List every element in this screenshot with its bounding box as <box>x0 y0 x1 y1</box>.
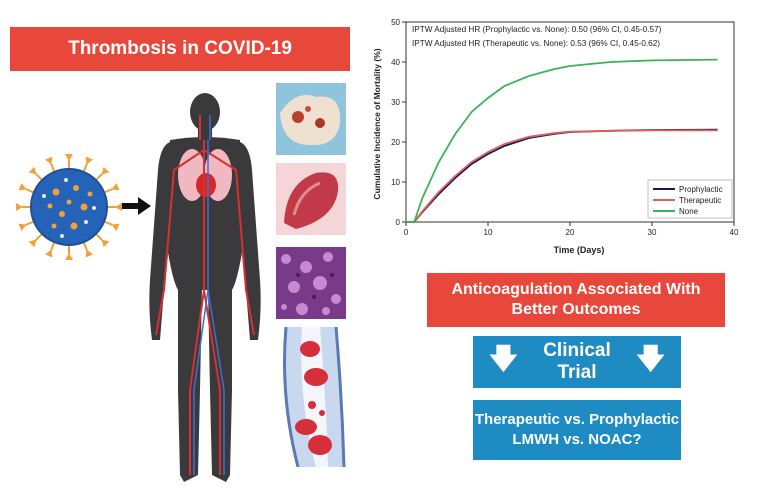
chart-x-tick-label: 40 <box>730 228 739 237</box>
chart-x-tick-label: 30 <box>648 228 657 237</box>
chart-x-tick-label: 0 <box>404 228 409 237</box>
question-box: Therapeutic vs. Prophylactic LMWH vs. NO… <box>473 400 681 460</box>
blood-vessel-clot-illustration <box>283 327 346 467</box>
chart-y-axis-label: Cumulative Incidence of Mortality (%) <box>372 48 382 199</box>
clinical-trial-box: 🡇 Clinical Trial 🡇 <box>473 336 681 388</box>
right-arrow-icon <box>122 197 151 215</box>
chart-legend: Prophylactic Therapeutic None <box>647 179 733 219</box>
clot-specimen-image <box>276 163 346 235</box>
virus-illustration <box>16 154 122 260</box>
chart-y-tick-label: 0 <box>396 218 401 227</box>
question-line-1: Therapeutic vs. Prophylactic <box>474 411 680 428</box>
down-arrow-icon: 🡇 <box>489 343 518 374</box>
chart-y-tick-label: 40 <box>391 58 400 67</box>
chart-annotation: IPTW Adjusted HR (Prophylactic vs. None)… <box>412 25 662 34</box>
chart-y-tick-label: 50 <box>391 18 400 27</box>
chart-legend-label: None <box>679 207 699 216</box>
microscopy-image <box>276 247 346 319</box>
chart-annotation: IPTW Adjusted HR (Therapeutic vs. None):… <box>412 39 660 48</box>
chart-y-tick-label: 20 <box>391 138 400 147</box>
chart-series-line-none <box>406 58 718 223</box>
chart-x-tick-label: 10 <box>484 228 493 237</box>
anticoagulation-line-2: Better Outcomes <box>511 301 641 318</box>
chart-series-line-therapeutic <box>406 129 718 223</box>
chart-x-axis-label: Time (Days) <box>554 245 605 255</box>
title-text: Thrombosis in COVID-19 <box>68 38 292 59</box>
clinical-trial-label: Clinical Trial <box>543 340 611 383</box>
title-banner: Thrombosis in COVID-19 <box>10 27 350 71</box>
chart-y-tick-label: 30 <box>391 98 400 107</box>
mortality-chart: 0 10 20 30 40 0 10 20 30 40 50 IPTW Adjusted HR (P… <box>372 18 739 255</box>
chart-x-tick-label: 20 <box>566 228 575 237</box>
human-body-illustration <box>149 93 261 482</box>
chart-legend-label: Prophylactic <box>679 185 723 194</box>
chart-legend-label: Therapeutic <box>679 196 721 205</box>
down-arrow-icon: 🡇 <box>636 343 665 374</box>
lung-histology-image <box>276 83 346 155</box>
question-line-2: LMWH vs. NOAC? <box>512 431 642 448</box>
chart-y-tick-label: 10 <box>391 178 400 187</box>
anticoagulation-banner: Anticoagulation Associated With Better O… <box>427 273 725 327</box>
anticoagulation-line-1: Anticoagulation Associated With <box>451 281 701 298</box>
